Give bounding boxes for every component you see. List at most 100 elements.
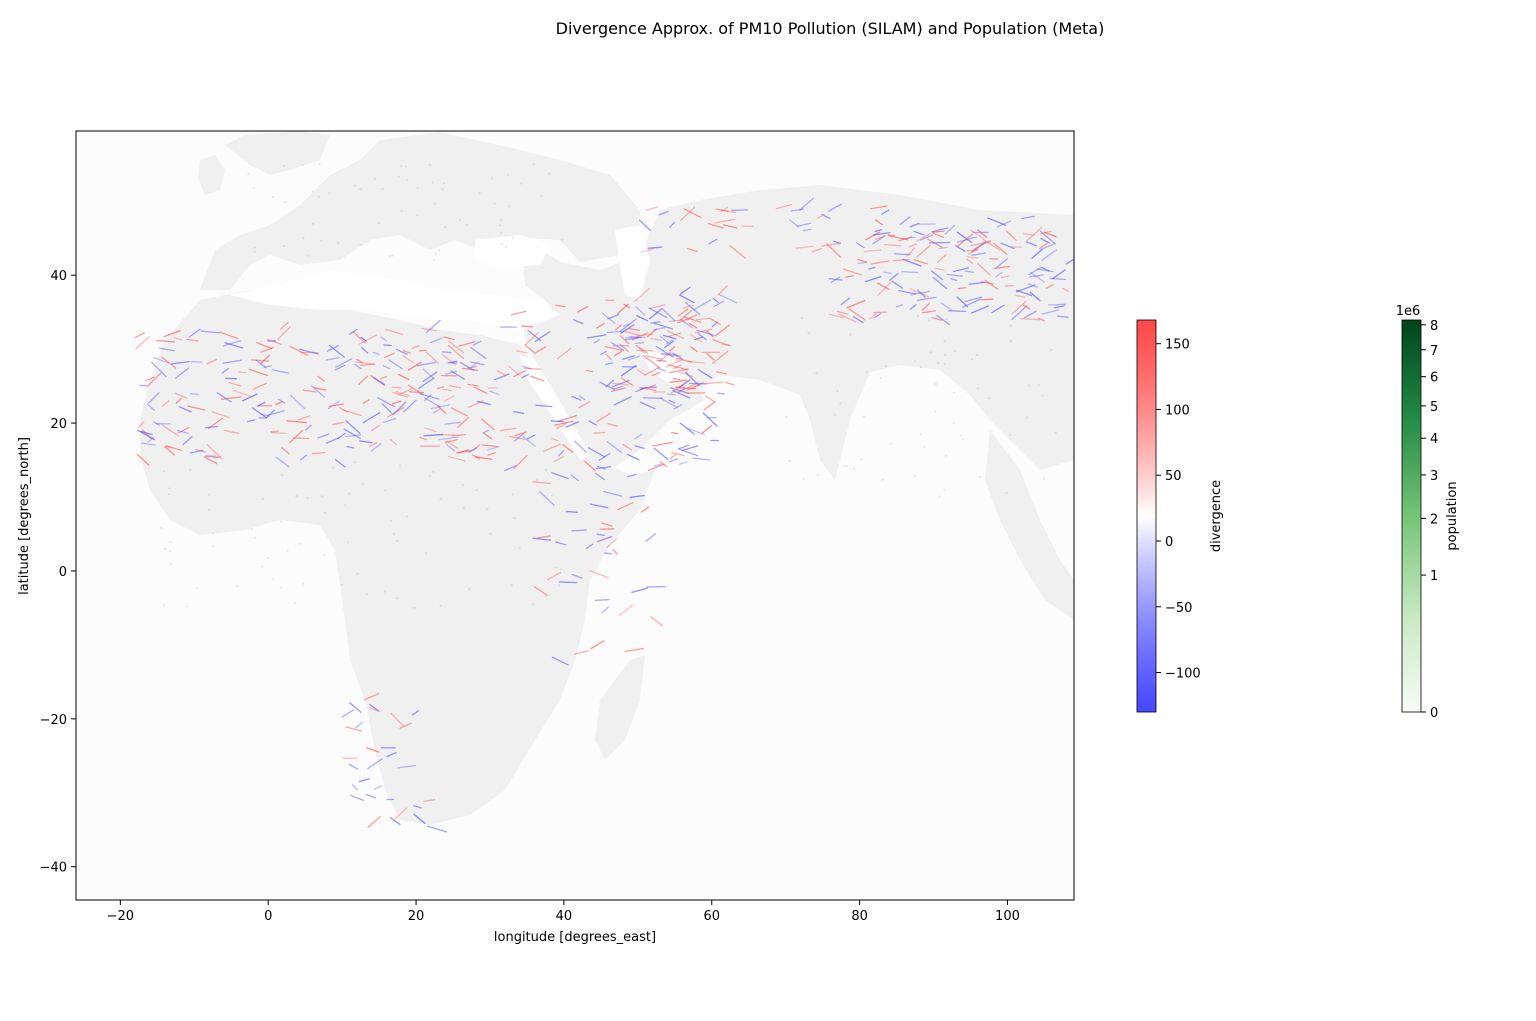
population-dot	[163, 604, 166, 607]
divergence-streak	[1039, 230, 1052, 235]
divergence-tick-label: 150	[1165, 338, 1190, 353]
divergence-streak	[358, 778, 370, 783]
population-dot	[170, 563, 173, 566]
divergence-streak	[865, 231, 881, 241]
divergence-streak	[706, 330, 714, 338]
divergence-streak	[593, 431, 606, 434]
divergence-streak	[686, 360, 705, 364]
divergence-streak	[977, 229, 988, 238]
divergence-streak	[635, 306, 646, 316]
divergence-streak	[532, 537, 552, 541]
divergence-streak	[313, 387, 327, 391]
population-dot	[253, 250, 256, 253]
divergence-streak	[844, 275, 854, 278]
divergence-streak	[944, 224, 956, 235]
divergence-streak	[689, 346, 698, 353]
divergence-streak	[430, 337, 443, 344]
divergence-streak	[966, 256, 979, 259]
divergence-streak	[708, 317, 721, 325]
divergence-streak	[667, 364, 689, 371]
population-dot	[987, 397, 990, 400]
divergence-streak	[639, 219, 652, 232]
population-dot	[879, 376, 882, 379]
divergence-streak	[408, 391, 425, 394]
divergence-streak	[606, 538, 618, 548]
population-dot	[397, 175, 400, 178]
divergence-streak	[232, 389, 251, 397]
population-dot	[208, 493, 211, 496]
divergence-streak	[472, 454, 481, 460]
divergence-streak	[148, 391, 160, 404]
divergence-streak	[562, 444, 574, 453]
population-dot	[439, 498, 442, 501]
divergence-streak	[392, 401, 407, 416]
population-dot	[434, 202, 437, 205]
divergence-streak	[680, 206, 696, 222]
divergence-streak	[328, 344, 345, 358]
divergence-streak	[325, 356, 340, 361]
population-dot	[424, 552, 427, 555]
population-dot	[359, 243, 362, 246]
population-dot	[849, 333, 852, 336]
divergence-streak	[522, 436, 536, 447]
divergence-streak	[356, 358, 363, 364]
land-arabia	[520, 300, 705, 470]
divergence-streak	[136, 453, 150, 466]
population-dot	[919, 433, 922, 436]
divergence-streak	[472, 443, 481, 452]
population-dot	[1037, 384, 1040, 387]
divergence-streak	[658, 351, 672, 363]
population-dot	[510, 584, 513, 587]
divergence-streak	[1023, 233, 1035, 236]
divergence-streak	[407, 361, 422, 371]
divergence-streak	[908, 243, 917, 248]
y-tick-label: 40	[50, 269, 67, 284]
land-southeast-asia	[985, 430, 1074, 620]
population-dot	[431, 181, 434, 184]
divergence-streak	[558, 581, 578, 584]
population-dot	[280, 474, 283, 477]
population-dot	[381, 187, 384, 190]
population-dot	[943, 354, 946, 357]
divergence-streak	[828, 313, 845, 319]
divergence-streak	[473, 386, 488, 394]
divergence-streak	[389, 438, 398, 446]
divergence-streak	[647, 384, 657, 389]
divergence-streak	[586, 334, 607, 339]
population-dot	[399, 464, 402, 467]
x-tick-label: −20	[107, 909, 134, 924]
population-dot	[280, 520, 283, 523]
divergence-streak	[1028, 274, 1044, 278]
sea-persian-gulf	[640, 350, 690, 385]
divergence-streak	[255, 359, 267, 369]
divergence-streak	[444, 439, 459, 444]
divergence-streak	[704, 381, 724, 385]
divergence-streak	[619, 318, 637, 332]
divergence-streak	[474, 456, 493, 461]
divergence-streak	[335, 358, 353, 368]
divergence-streak	[967, 248, 980, 255]
divergence-streak	[151, 361, 167, 378]
population-dot	[520, 182, 523, 185]
divergence-streak	[443, 395, 455, 402]
divergence-streak	[358, 375, 369, 386]
divergence-streak	[447, 360, 458, 364]
divergence-streak	[259, 354, 271, 365]
divergence-streak	[712, 339, 731, 347]
divergence-streak	[624, 337, 639, 341]
y-tick-label: −40	[40, 861, 67, 876]
divergence-streak	[539, 491, 555, 506]
y-axis-ticks: −40 −20 0 20 40	[40, 269, 76, 876]
divergence-streak	[1031, 248, 1043, 259]
divergence-streak	[449, 385, 462, 389]
population-layer	[160, 163, 1057, 609]
divergence-streak	[956, 233, 973, 247]
population-dot	[390, 519, 393, 522]
divergence-streak	[1000, 242, 1015, 250]
divergence-streak	[362, 399, 370, 404]
divergence-streak	[565, 510, 578, 514]
divergence-streak	[931, 230, 945, 233]
divergence-streak	[658, 210, 669, 216]
divergence-streak	[175, 397, 182, 405]
divergence-streak	[668, 332, 681, 337]
